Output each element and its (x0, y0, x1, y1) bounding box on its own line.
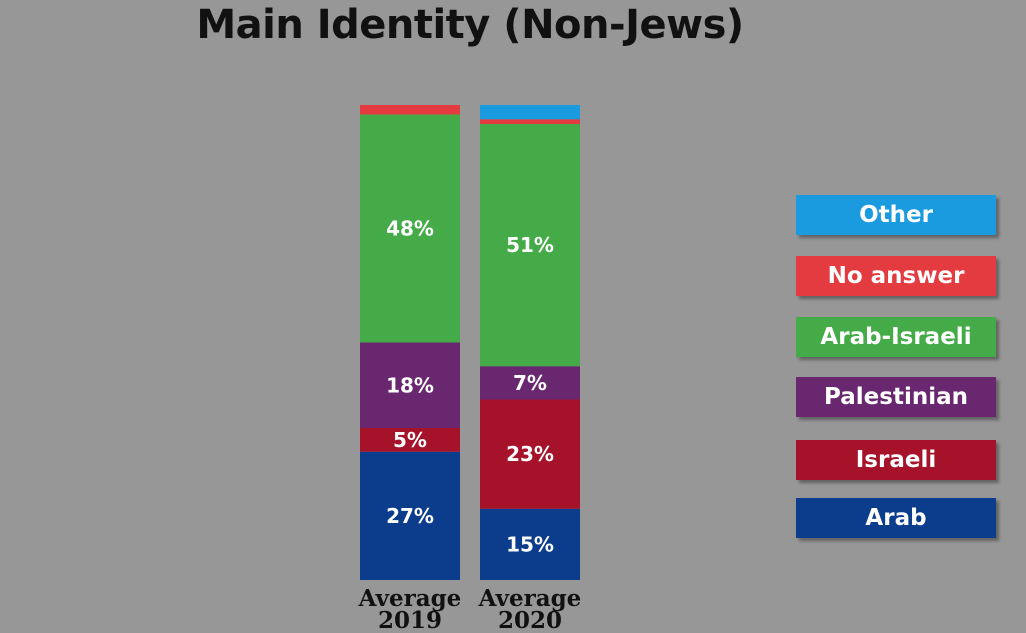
legend-item-arab: Arab (796, 498, 996, 538)
bar-segment-no-answer-1 (360, 105, 460, 115)
bar-segment-arab-1 (360, 451, 460, 580)
legend-item-palestinian: Palestinian (796, 377, 996, 417)
data-label: 51% (506, 233, 554, 257)
data-label: 7% (513, 371, 547, 395)
bar-segment-other-2 (480, 105, 580, 120)
x-tick-label: Average (478, 585, 582, 612)
x-tick-label: Average (358, 585, 462, 612)
legend-item-no-answer: No answer (796, 256, 996, 296)
bar-segment-arab-2 (480, 508, 580, 580)
x-tick-label: 2019 (378, 607, 442, 633)
bar-segment-arab-israeli-2 (480, 124, 580, 367)
legend-item-israeli: Israeli (796, 440, 996, 480)
bar-segment-israeli-1 (360, 428, 460, 452)
legend-item-other: Other (796, 195, 996, 235)
bar-segment-palestinian-2 (480, 366, 580, 400)
bar-segment-arab-israeli-1 (360, 114, 460, 343)
bar-segment-israeli-2 (480, 399, 580, 509)
bar-segment-no-answer-2 (480, 119, 580, 124)
data-label: 48% (386, 217, 434, 241)
data-label: 18% (386, 373, 434, 397)
bar-segment-palestinian-1 (360, 342, 460, 428)
data-label: 5% (393, 428, 427, 452)
x-tick-label: 2020 (498, 607, 562, 633)
data-label: 27% (386, 504, 434, 528)
data-label: 23% (506, 442, 554, 466)
chart-title: Main Identity (Non-Jews) (196, 2, 744, 48)
data-label: 15% (506, 532, 554, 556)
legend-item-arab-israeli: Arab-Israeli (796, 317, 996, 357)
